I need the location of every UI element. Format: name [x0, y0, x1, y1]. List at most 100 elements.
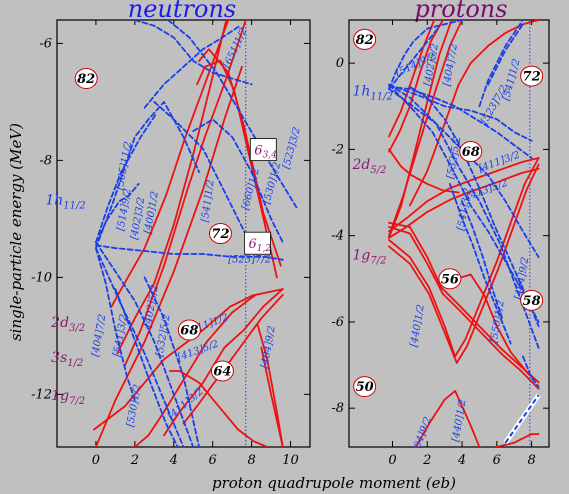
neutron-orbital-label: [541]1/2: [200, 179, 217, 223]
proton-y-tick-label: -2: [331, 142, 344, 157]
neutron-orbital-curve-18: [133, 20, 253, 86]
neutron-orbital-curve-2: [124, 20, 247, 366]
neutron-orbital-curve-4: [116, 20, 228, 355]
proton-orbital-label: [523]7/2: [479, 84, 510, 127]
proton-orbital-curve-1: [388, 167, 540, 239]
neutron-orbital-curve-13: [95, 244, 284, 261]
neutron-y-tick-label: -6: [39, 36, 52, 51]
neutron-shell-label: 1h11/2: [45, 192, 85, 211]
neutron-x-tick-label: 4: [169, 453, 178, 468]
neutron-orbital-curve-12: [260, 346, 284, 447]
proton-magic-number: 56: [441, 272, 459, 287]
neutron-plot-area: [651]1/2[505]11/2[514]9/2[402]3/2[400]1/…: [90, 20, 303, 447]
proton-y-tick-label: -6: [331, 315, 344, 330]
proton-orbital-label: [440]1/2: [409, 304, 427, 348]
neutron-orbital-curve-20: [153, 101, 257, 255]
neutron-magic-number: 64: [213, 364, 231, 379]
proton-y-tick-label: -4: [331, 229, 344, 244]
proton-shell-label-sub: 11/2: [370, 91, 392, 102]
protons-title: protons: [414, 0, 507, 23]
proton-magic-number: 72: [523, 70, 541, 85]
neutron-magic-number-badge: [74, 67, 98, 89]
neutron-shell-label: 2d3/2: [50, 315, 85, 334]
neutron-magic-number-badge: [210, 360, 234, 382]
proton-x-tick-label: 2: [422, 453, 431, 468]
proton-orbital-label: [550]1/2: [489, 299, 507, 343]
proton-x-tick-label: 6: [493, 453, 501, 468]
proton-orbital-label: [413]5/2: [465, 178, 509, 203]
neutron-x-tick-label: 0: [92, 453, 100, 468]
proton-y-tick-label: 0: [336, 56, 344, 71]
neutron-band-box: [244, 231, 271, 255]
neutrons-title: neutrons: [128, 0, 236, 23]
neutron-orbital-label: [404]9/2: [259, 325, 277, 369]
x-axis-label: proton quadrupole moment (eb): [212, 474, 456, 492]
neutron-orbital-curve-22: [95, 247, 136, 402]
proton-magic-number-badge: [520, 65, 544, 87]
proton-shell-label-main: 1h: [352, 83, 370, 99]
proton-shell-label-main: 2d: [351, 157, 370, 173]
proton-orbital-curve-10: [388, 221, 540, 384]
proton-y-tick-label: -8: [331, 401, 344, 416]
neutron-orbital-label: [530]1/2: [125, 383, 143, 427]
y-axis-label: single-particle energy (MeV): [7, 123, 25, 341]
proton-magic-number: 58: [523, 294, 541, 309]
proton-plot-area: [514]9/2[402]5/2 [404]7/2 [541]1/2[523]7/2…: [388, 20, 540, 447]
neutron-orbital-label: [523]7/2: [228, 255, 271, 266]
proton-plot-frame: [348, 19, 550, 448]
neutron-magic-number: 82: [77, 72, 95, 87]
neutron-panel: 0 2 4 6 8 10-6-8-10-12[651]1/2[505]11/2[514]9…: [31, 20, 310, 468]
proton-orbital-curve-12: [455, 273, 540, 384]
neutron-orbital-curve-26: [143, 276, 200, 447]
proton-orbital-curve-7: [388, 20, 453, 239]
proton-orbital-curve-19: [388, 83, 540, 323]
proton-orbital-curve-26: [487, 23, 524, 86]
proton-magic-number: 68: [462, 145, 480, 160]
neutron-shell-label: 3s1/2: [51, 350, 83, 369]
neutron-orbital-curve-6: [196, 60, 278, 279]
neutron-shell-label-sub: 11/2: [63, 200, 85, 211]
proton-orbital-curve-4: [388, 148, 460, 194]
neutron-band-box: [249, 138, 277, 162]
neutron-y-tick-label: -8: [39, 153, 52, 168]
neutron-orbital-curve-15: [95, 112, 158, 244]
proton-magic-number-badge: [459, 141, 483, 163]
neutron-shell-label-sub: 1/2: [67, 358, 83, 369]
neutron-band-label-main: 6: [248, 237, 256, 252]
proton-orbital-curve-15: [388, 88, 540, 259]
neutron-band-label-sub: 3,4: [263, 151, 278, 161]
proton-orbital-curve-3: [388, 163, 540, 364]
neutron-shell-label-main: 1h: [45, 192, 63, 208]
proton-highlight-dashed: [504, 394, 540, 444]
neutron-orbital-label: [505]11/2: [115, 141, 134, 192]
neutron-orbital-curve-3: [110, 20, 230, 308]
neutron-y-tick-label: -10: [31, 270, 52, 285]
neutron-band-label: 61,2: [248, 237, 271, 254]
neutron-magic-number-badge: [208, 223, 232, 244]
neutron-band-label-main: 6: [254, 144, 262, 159]
proton-magic-number: 50: [356, 380, 374, 395]
neutron-orbital-curve-17: [143, 24, 241, 109]
proton-orbital-label: [404]7/2: [442, 43, 460, 87]
neutron-shell-label-main: 2d: [50, 315, 69, 331]
proton-shell-label-sub: 5/2: [370, 165, 386, 176]
proton-magic-number-badge: [353, 376, 377, 398]
proton-orbital-curve-0: [388, 157, 540, 233]
neutron-orbital-curve-11: [256, 323, 284, 447]
proton-orbital-curve-21: [388, 83, 533, 142]
neutron-orbital-curve-7: [133, 288, 284, 447]
neutron-orbital-label: [523]3/2: [281, 126, 303, 170]
neutron-orbital-curve-9: [163, 288, 284, 437]
neutron-band-label: 63,4: [254, 144, 277, 161]
neutron-x-tick-label: 6: [209, 453, 217, 468]
neutron-orbital-label: [404]7/2: [90, 313, 108, 357]
neutron-y-tick-label: -12: [31, 387, 52, 402]
proton-orbital-curve-20: [388, 86, 533, 159]
proton-magic-number-badge: [520, 289, 544, 311]
neutron-x-tick-label: 8: [247, 453, 255, 468]
neutron-x-tick-label: 2: [130, 453, 139, 468]
proton-shell-label-sub: 7/2: [370, 255, 386, 266]
neutron-orbital-curve-0: [93, 294, 255, 431]
neutron-orbital-curve-25: [114, 288, 179, 447]
